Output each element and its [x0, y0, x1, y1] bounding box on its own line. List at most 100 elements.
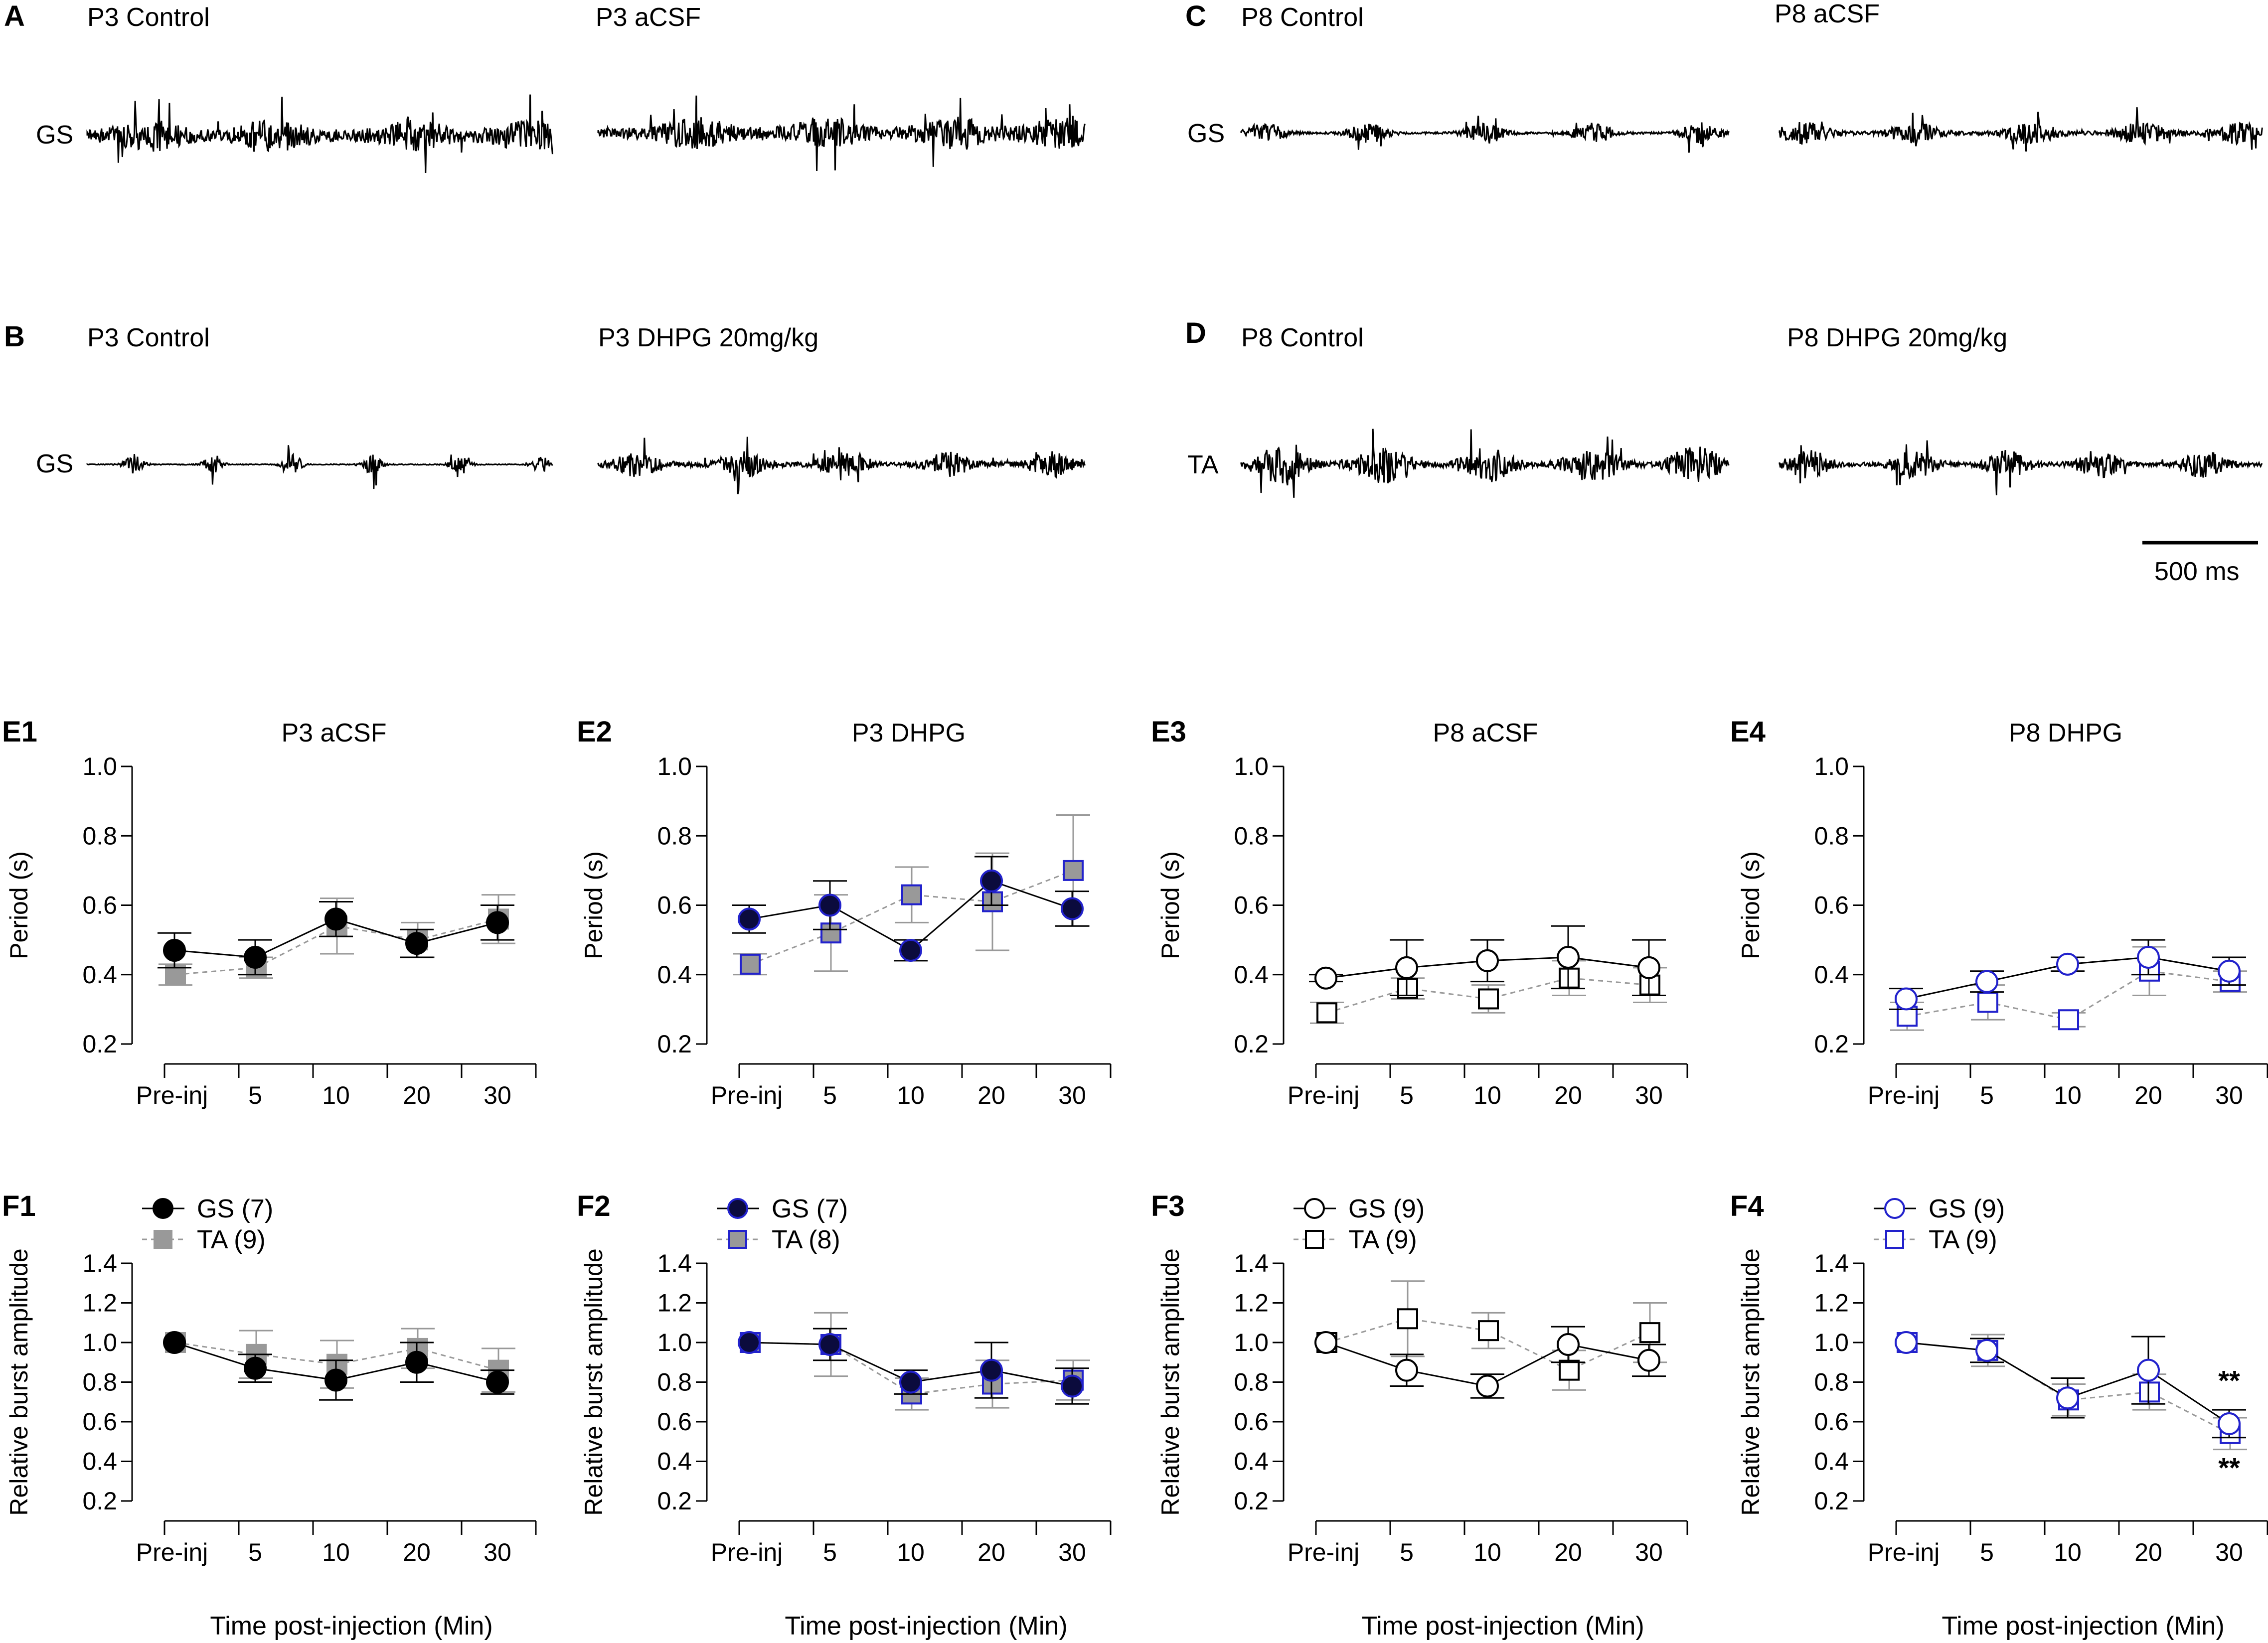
y-tick-label: 0.4 — [657, 961, 692, 989]
y-tick-label: 1.0 — [1234, 1329, 1269, 1356]
trace-panel-b: B P3 Control P3 DHPG 20mg/kg GS — [4, 320, 1086, 494]
y-tick-label: 1.4 — [1234, 1249, 1269, 1277]
y-tick-label: 1.4 — [1814, 1249, 1849, 1277]
chart-title: P8 DHPG — [2009, 719, 2122, 747]
data-point-ta — [901, 884, 922, 905]
data-point-gs — [324, 1368, 347, 1392]
x-tick-label: 30 — [1635, 1081, 1663, 1109]
data-point-gs — [2137, 1358, 2160, 1382]
x-tick-label: 20 — [977, 1538, 1005, 1566]
chart-title: P8 aCSF — [1433, 719, 1538, 747]
trace-d-right-title: P8 DHPG 20mg/kg — [1787, 323, 2007, 352]
trace-d-left-emg — [1240, 429, 1730, 498]
panel-label-f3: F3 — [1151, 1190, 1185, 1222]
trace-b-left-emg — [86, 445, 553, 489]
trace-c-right-title: P8 aCSF — [1775, 0, 1880, 28]
data-point-ta — [1977, 992, 1998, 1013]
data-point-gs — [738, 1331, 761, 1354]
x-tick-label: 20 — [977, 1081, 1005, 1109]
data-point-ta — [982, 891, 1003, 912]
y-tick-label: 1.0 — [1814, 1329, 1849, 1356]
x-tick-label: 10 — [1473, 1538, 1501, 1566]
x-tick-label: 5 — [1400, 1538, 1414, 1566]
y-axis-label: Relative burst amplitude — [5, 1248, 33, 1515]
y-tick-label: 0.4 — [657, 1448, 692, 1476]
y-tick-label: 0.6 — [1814, 1408, 1849, 1436]
trace-d-left-title: P8 Control — [1241, 323, 1364, 352]
x-tick-label: 30 — [1058, 1081, 1086, 1109]
legend-marker — [727, 1198, 748, 1219]
data-point-ta — [820, 922, 841, 944]
data-point-gs — [2218, 959, 2241, 983]
y-tick-label: 1.2 — [1234, 1289, 1269, 1317]
panel-label-c: C — [1185, 0, 1206, 32]
data-point-gs — [2056, 952, 2079, 976]
data-point-ta — [1559, 967, 1580, 989]
data-point-gs — [163, 939, 186, 962]
y-axis-label: Relative burst amplitude — [580, 1248, 608, 1515]
x-tick-label: 20 — [2134, 1538, 2162, 1566]
y-tick-label: 1.2 — [82, 1289, 117, 1317]
x-tick-label: 30 — [484, 1081, 511, 1109]
y-tick-label: 0.8 — [1814, 1368, 1849, 1396]
y-tick-label: 0.6 — [82, 892, 117, 919]
x-axis-label: Time post-injection (Min) — [785, 1612, 1067, 1641]
trace-panel-c: C P8 Control P8 aCSF GS — [1185, 0, 2263, 153]
data-point-gs — [405, 932, 428, 955]
x-tick-label: 10 — [897, 1538, 925, 1566]
chart-title: P3 aCSF — [282, 719, 387, 747]
data-point-gs — [738, 907, 761, 931]
trace-c-right-emg — [1779, 107, 2263, 152]
trace-c-left-title: P8 Control — [1241, 3, 1364, 32]
data-point-gs — [486, 911, 509, 934]
y-tick-label: 1.2 — [657, 1289, 692, 1317]
legend-marker — [154, 1230, 172, 1249]
y-tick-label: 1.4 — [82, 1249, 117, 1277]
trace-a-right-emg — [597, 95, 1086, 171]
chart-e1: E1 P3 aCSF 0.2 0.4 0.6 0.8 1.0 Period (s) Pre-in… — [2, 716, 537, 1109]
y-tick-label: 0.8 — [1234, 1368, 1269, 1396]
data-point-gs — [1557, 945, 1580, 969]
data-point-ta — [740, 953, 761, 975]
y-tick-label: 0.6 — [1234, 1408, 1269, 1436]
x-tick-label: 5 — [1980, 1538, 1994, 1566]
y-tick-label: 0.8 — [82, 1368, 117, 1396]
data-point-ta — [1478, 1320, 1499, 1342]
x-tick-label: 10 — [322, 1081, 350, 1109]
data-point-gs — [486, 1370, 509, 1394]
x-tick-label: Pre-inj — [136, 1538, 208, 1566]
y-tick-label: 0.8 — [1814, 822, 1849, 850]
x-tick-label: 5 — [1400, 1081, 1414, 1109]
scale-bar-label: 500 ms — [2154, 557, 2240, 586]
chart-e3: E3 P8 aCSF 0.2 0.4 0.6 0.8 1.0 Period (s) Pre-in… — [1151, 716, 1688, 1109]
data-point-gs — [2137, 945, 2160, 969]
y-tick-label: 0.4 — [82, 961, 117, 989]
data-point-ta — [2058, 1009, 2079, 1031]
legend-label: TA (9) — [197, 1225, 266, 1254]
data-point-gs — [2056, 1386, 2079, 1410]
data-point-gs — [899, 939, 922, 962]
trace-b-right-title: P3 DHPG 20mg/kg — [598, 323, 818, 352]
y-tick-label: 0.6 — [1814, 892, 1849, 919]
y-tick-label: 1.2 — [1814, 1289, 1849, 1317]
y-tick-label: 0.4 — [1814, 1448, 1849, 1476]
x-tick-label: 30 — [1058, 1538, 1086, 1566]
data-point-gs — [163, 1331, 186, 1354]
y-axis-label: Period (s) — [1737, 851, 1765, 959]
data-point-gs — [980, 869, 1003, 893]
data-point-gs — [1476, 1374, 1499, 1398]
x-axis-label: Time post-injection (Min) — [210, 1612, 492, 1641]
y-tick-label: 0.4 — [1234, 1448, 1269, 1476]
y-axis-label: Relative burst amplitude — [1737, 1248, 1765, 1515]
y-tick-label: 1.0 — [1234, 752, 1269, 780]
trace-a-left-emg — [86, 94, 553, 173]
x-tick-label: 30 — [2215, 1538, 2243, 1566]
legend-label: TA (8) — [772, 1225, 840, 1254]
trace-c-left-emg — [1240, 116, 1730, 153]
y-axis-label: Period (s) — [1156, 851, 1184, 959]
legend-label: TA (9) — [1348, 1225, 1417, 1254]
x-tick-label: 5 — [248, 1538, 262, 1566]
significance-star: ** — [2218, 1364, 2240, 1396]
